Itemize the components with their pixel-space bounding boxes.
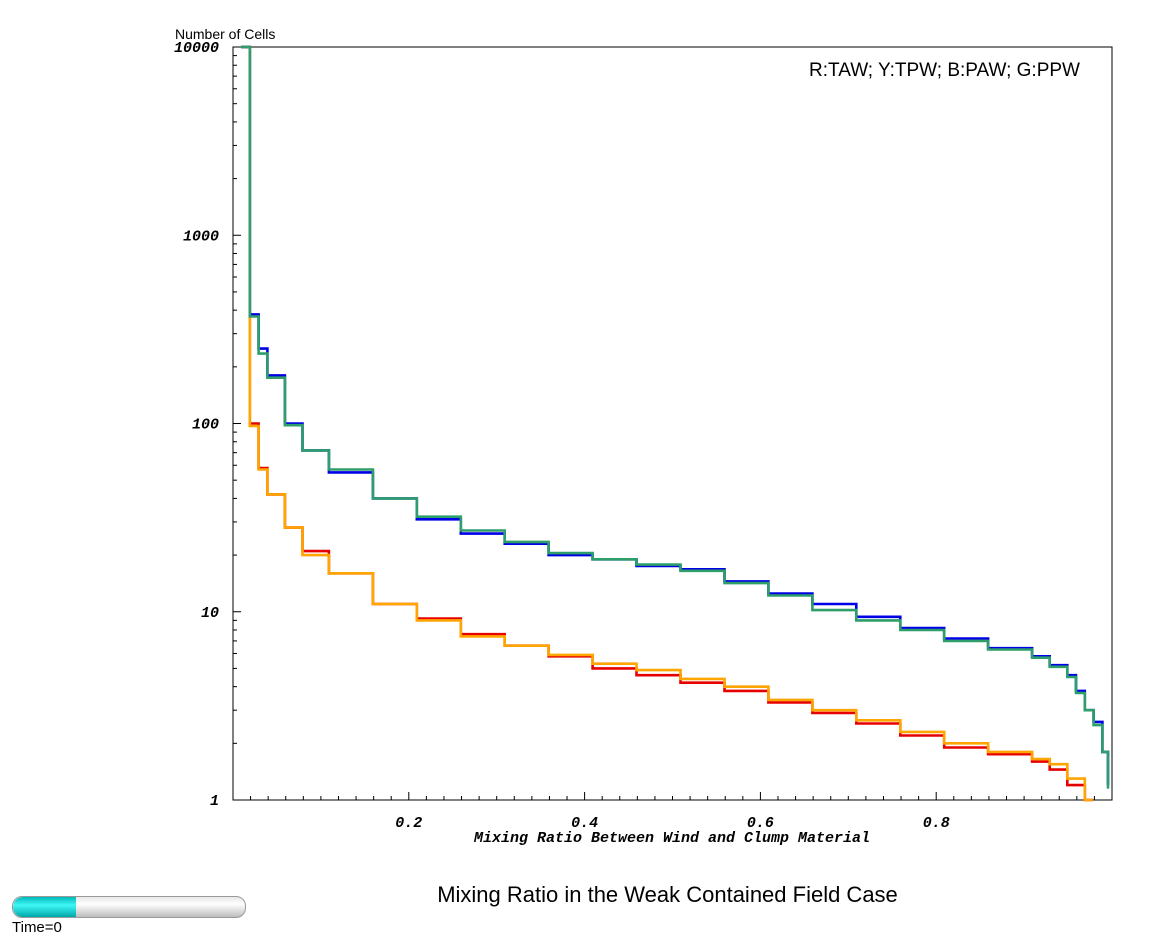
y-tick-label: 1 bbox=[210, 793, 219, 810]
x-tick-label: 0.6 bbox=[747, 815, 774, 832]
x-tick-label: 0.4 bbox=[571, 815, 598, 832]
time-slider-fill bbox=[13, 897, 76, 917]
y-minor-ticks bbox=[233, 55, 237, 744]
series-lines bbox=[241, 45, 1110, 802]
time-slider[interactable] bbox=[12, 896, 246, 918]
x-axis-ticks: 0.2 0.4 0.6 0.8 bbox=[250, 792, 1095, 832]
chart-title: Mixing Ratio in the Weak Contained Field… bbox=[437, 882, 898, 907]
y-tick-label: 1000 bbox=[183, 228, 219, 245]
x-tick-label: 0.2 bbox=[395, 815, 422, 832]
y-tick-label: 10 bbox=[201, 605, 219, 622]
y-axis-ticks: 1 10 100 1000 10000 bbox=[174, 40, 241, 810]
legend-annotation: R:TAW; Y:TPW; B:PAW; G:PPW bbox=[809, 60, 1080, 81]
series-line bbox=[241, 45, 1093, 802]
y-axis-label: Number of Cells bbox=[175, 26, 275, 42]
plot-frame bbox=[232, 46, 1113, 801]
y-tick-label: 10000 bbox=[174, 40, 219, 57]
y-tick-label: 100 bbox=[192, 417, 219, 434]
x-tick-label: 0.8 bbox=[923, 815, 950, 832]
series-line bbox=[241, 45, 1110, 789]
x-axis-label: Mixing Ratio Between Wind and Clump Mate… bbox=[473, 830, 870, 847]
time-label: Time=0 bbox=[12, 919, 62, 936]
